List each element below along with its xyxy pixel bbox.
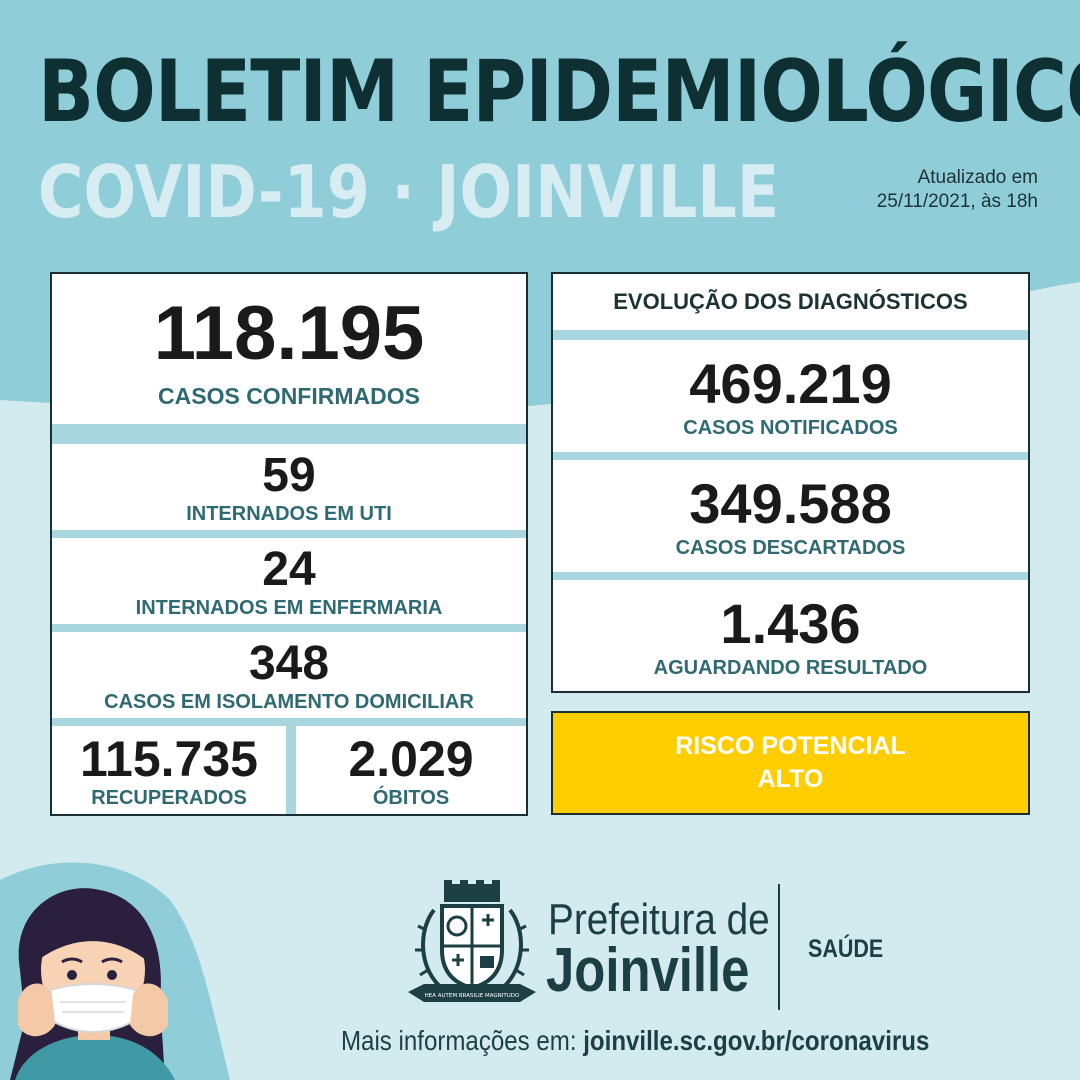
more-info-link[interactable]: joinville.sc.gov.br/coronavirus bbox=[583, 1025, 930, 1056]
recovered-card: 115.735 RECUPERADOS bbox=[52, 726, 286, 814]
update-label: Atualizado em bbox=[917, 167, 1038, 188]
icu-label: INTERNADOS EM UTI bbox=[186, 503, 392, 525]
ward-value: 24 bbox=[262, 543, 316, 596]
page-title: BOLETIM EPIDEMIOLÓGICO bbox=[38, 42, 1080, 142]
joinville-coat-of-arms-icon: HEA AUTEM BRASILIE MAGNITUDO bbox=[408, 880, 536, 1002]
diagnostics-panel: EVOLUÇÃO DOS DIAGNÓSTICOS 469.219 CASOS … bbox=[551, 272, 1030, 693]
ward-label: INTERNADOS EM ENFERMARIA bbox=[135, 597, 443, 619]
pending-value: 1.436 bbox=[720, 592, 861, 655]
home-isolation-value: 348 bbox=[248, 637, 330, 690]
update-date: 25/11/2021, às 18h bbox=[876, 191, 1038, 212]
home-isolation-label: CASOS EM ISOLAMENTO DOMICILIAR bbox=[104, 691, 474, 713]
risk-level-badge: RISCO POTENCIAL ALTO bbox=[551, 711, 1030, 815]
diagnostics-heading: EVOLUÇÃO DOS DIAGNÓSTICOS bbox=[613, 289, 968, 314]
ward-card: 24 INTERNADOS EM ENFERMARIA bbox=[52, 538, 526, 624]
risk-label: RISCO POTENCIAL bbox=[675, 732, 906, 760]
discarded-value: 349.588 bbox=[689, 472, 892, 535]
icu-value: 59 bbox=[262, 449, 316, 502]
icu-card: 59 INTERNADOS EM UTI bbox=[52, 444, 526, 530]
crest-motto: HEA AUTEM BRASILIE MAGNITUDO bbox=[425, 993, 520, 999]
risk-value: ALTO bbox=[757, 765, 824, 793]
deaths-value: 2.029 bbox=[348, 731, 474, 787]
confirmed-cases-value: 118.195 bbox=[153, 291, 425, 376]
deaths-label: ÓBITOS bbox=[372, 787, 450, 809]
pending-card: 1.436 AGUARDANDO RESULTADO bbox=[553, 580, 1028, 691]
recovered-value: 115.735 bbox=[80, 731, 258, 787]
confirmed-cases-label: CASOS CONFIRMADOS bbox=[158, 383, 420, 409]
discarded-label: CASOS DESCARTADOS bbox=[675, 537, 906, 559]
notified-label: CASOS NOTIFICADOS bbox=[683, 417, 898, 439]
deaths-card: 2.029 ÓBITOS bbox=[296, 726, 526, 814]
diagnostics-heading-card: EVOLUÇÃO DOS DIAGNÓSTICOS bbox=[553, 274, 1028, 330]
org-name-line2: Joinville bbox=[546, 936, 750, 1005]
more-info-line: Mais informações em: joinville.sc.gov.br… bbox=[341, 1024, 929, 1058]
department-label: SAÚDE bbox=[808, 935, 884, 963]
recovered-label: RECUPERADOS bbox=[91, 787, 247, 809]
pending-label: AGUARDANDO RESULTADO bbox=[653, 657, 928, 679]
discarded-card: 349.588 CASOS DESCARTADOS bbox=[553, 460, 1028, 572]
org-name-line1: Prefeitura de bbox=[548, 895, 770, 944]
woman-with-face-mask-icon bbox=[10, 888, 175, 1080]
page-subtitle: COVID-19 · JOINVILLE bbox=[38, 150, 780, 234]
footer-divider bbox=[778, 884, 780, 1010]
confirmed-cases-card: 118.195 CASOS CONFIRMADOS bbox=[52, 274, 526, 424]
notified-value: 469.219 bbox=[689, 352, 892, 415]
home-isolation-card: 348 CASOS EM ISOLAMENTO DOMICILIAR bbox=[52, 632, 526, 718]
notified-card: 469.219 CASOS NOTIFICADOS bbox=[553, 340, 1028, 452]
update-timestamp: Atualizado em 25/11/2021, às 18h bbox=[778, 166, 1038, 214]
more-info-prefix: Mais informações em: bbox=[341, 1025, 577, 1056]
cases-panel: 118.195 CASOS CONFIRMADOS 59 INTERNADOS … bbox=[50, 272, 528, 816]
